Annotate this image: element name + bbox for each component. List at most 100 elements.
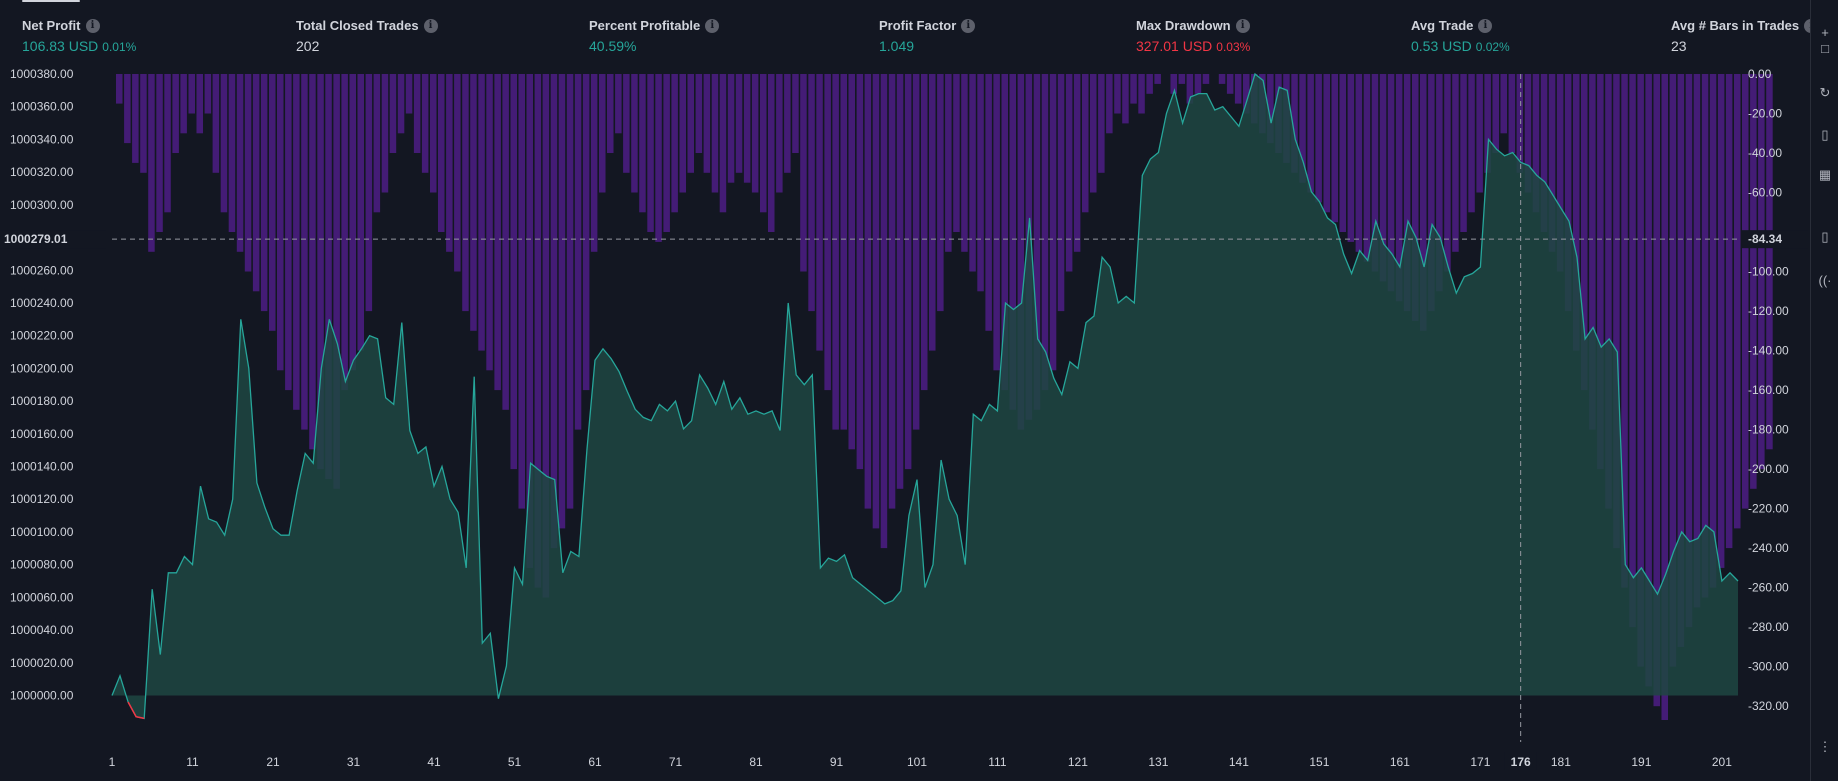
drawdown-bar [1387,74,1395,292]
drawdown-bar [1065,74,1073,272]
drawdown-bar [1315,74,1322,203]
right-axis-tick: -320.00 [1748,699,1789,713]
drawdown-bar [615,74,622,134]
right-axis-tick: -20.00 [1748,107,1782,121]
drawdown-bar [397,74,405,134]
info-icon[interactable]: i [1235,18,1250,33]
drawdown-bar [1267,74,1274,144]
x-axis-tick: 51 [508,755,522,769]
plus-icon[interactable]: + [1821,25,1829,40]
left-axis-tick: 1000080.00 [10,558,74,572]
drawdown-bar [373,74,381,213]
refresh-icon[interactable]: ↻ [1819,85,1831,100]
stat-percent: 0.03% [1216,40,1251,54]
drawdown-bar [1508,74,1516,153]
equity-area [112,74,1738,719]
info-icon[interactable]: i [961,18,976,33]
drawdown-bar [204,74,212,114]
x-axis-tick: 11 [186,755,199,769]
drawdown-bar [751,74,759,193]
drawdown-bar [1645,74,1652,687]
drawdown-bar [1725,74,1733,549]
square-icon[interactable]: □ [1821,41,1829,56]
drawdown-bar [1371,74,1379,272]
drawdown-bar [164,74,171,213]
clipboard-icon[interactable]: ▯ [1821,127,1829,142]
drawdown-bar [937,74,944,312]
left-axis-tick: 1000140.00 [10,460,74,474]
drawdown-bar [1041,74,1049,391]
drawdown-bar [430,74,437,193]
drawdown-bar [196,74,203,134]
drawdown-bar [1234,74,1242,104]
drawdown-bar [1090,74,1097,193]
drawdown-bar [864,74,872,509]
drawdown-bar [735,74,743,173]
drawdown-bar [1750,74,1757,489]
drawdown-bar [896,74,904,489]
x-axis-tick: 171 [1470,755,1490,769]
stat-value: 202 [296,38,320,54]
drawdown-bar [953,74,960,232]
x-axis-tick: 91 [830,755,844,769]
right-axis-tick: -280.00 [1748,620,1789,634]
equity-chart[interactable]: 1000380.00 1000360.00 1000340.00 1000320.00… [0,62,1810,781]
left-axis-tick: 1000000.00 [10,689,74,703]
drawdown-bar [228,74,236,232]
info-icon[interactable]: i [85,18,100,33]
drawdown-bar [558,74,566,529]
stat-avg-trade: Avg Trade i 0.53 USD 0.02% [1411,18,1510,54]
drawdown-bar [743,74,751,183]
drawdown-bar [1033,74,1041,410]
x-axis-tick: 61 [588,755,602,769]
x-axis-tick: 111 [988,755,1007,769]
drawdown-bar [1420,74,1427,331]
drawdown-bar [1347,74,1355,242]
left-axis-tick: 1000360.00 [10,100,74,114]
drawdown-bar [904,74,912,470]
drawdown-bar [607,74,614,153]
drawdown-bar [582,74,590,391]
grid-icon[interactable]: ▦ [1818,167,1832,182]
stat-net-profit: Net Profit i 106.83 USD 0.01% [22,18,136,54]
x-axis-tick: 81 [749,755,763,769]
drawdown-bar [1122,74,1129,124]
drawdown-bar [832,74,839,430]
drawdown-bar [880,74,888,549]
drawdown-bar [623,74,630,173]
drawdown-bar [1709,74,1717,588]
drawdown-bar [1114,74,1121,114]
drawdown-bar [172,74,179,153]
drawdown-bar [695,74,703,153]
right-axis-tick: -40.00 [1748,146,1782,160]
drawdown-bar [1299,74,1306,183]
drawdown-bar [413,74,421,153]
info-icon[interactable]: i [423,18,438,33]
drawdown-bar [816,74,823,351]
panel-icon[interactable]: ▯ [1821,229,1829,244]
drawdown-bar [1613,74,1620,549]
drawdown-bar [381,74,389,193]
x-axis-tick: 201 [1712,755,1732,769]
drawdown-bar [888,74,896,509]
crosshair-left-label: 1000279.01 [4,232,68,246]
stat-value: 106.83 USD [22,38,99,54]
info-icon[interactable]: i [705,18,720,33]
crosshair-left-label-bg [0,230,106,249]
signal-icon[interactable]: ((· [1818,273,1832,288]
drawdown-bar [494,74,501,391]
drawdown-bar [993,74,1000,371]
stat-label: Profit Factor [879,18,957,33]
drawdown-bar [132,74,139,163]
left-axis-tick: 1000160.00 [10,427,74,441]
drawdown-bar [840,74,847,430]
info-icon[interactable]: i [1478,18,1493,33]
left-axis-tick: 1000320.00 [10,165,74,179]
drawdown-bar [1291,74,1298,173]
drawdown-bar [1685,74,1693,628]
drawdown-bar [872,74,880,529]
drawdown-bar [727,74,735,183]
more-icon[interactable]: ⋮ [1818,739,1832,754]
left-axis-tick: 1000380.00 [10,67,74,81]
drawdown-bar [534,74,542,588]
